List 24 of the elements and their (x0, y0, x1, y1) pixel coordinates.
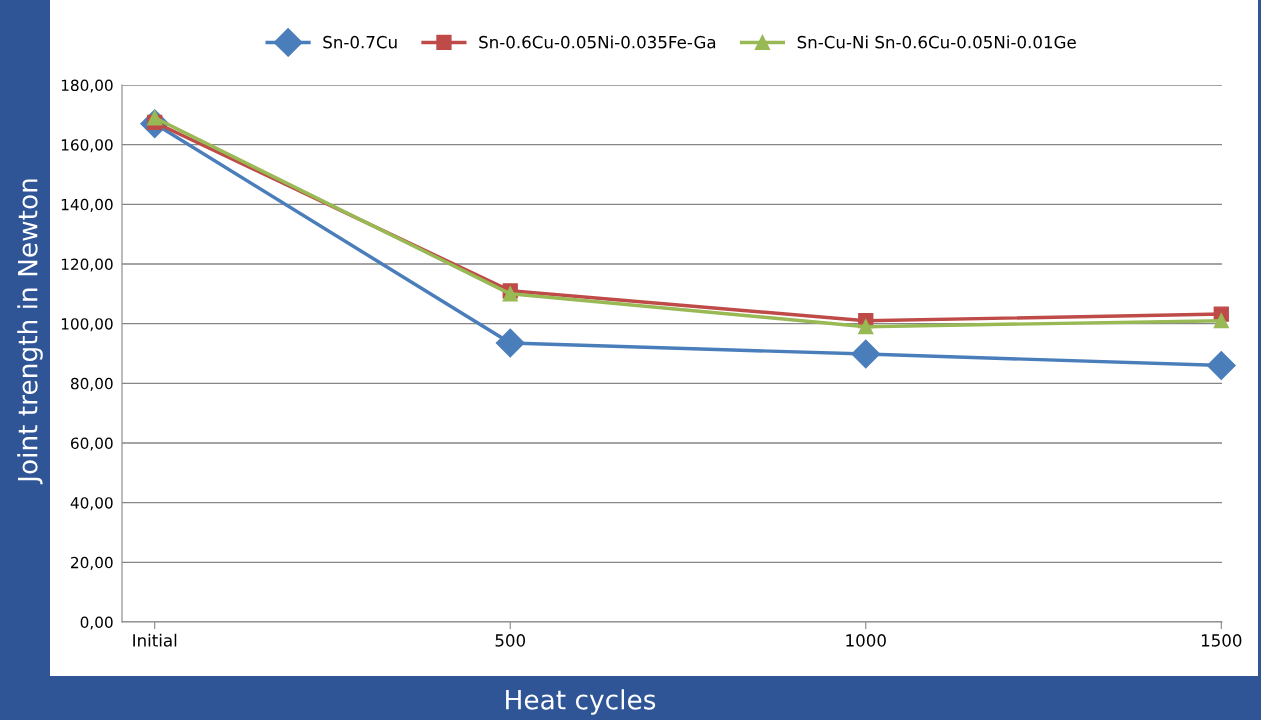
y-tick-label: 160,00 (61, 139, 113, 153)
y-tick-label: 180,00 (61, 79, 113, 93)
y-tick-label: 80,00 (70, 377, 113, 391)
y-tick-label: 60,00 (71, 437, 113, 451)
point (1213, 313, 1229, 329)
x-axis-title: Heat cycles (506, 689, 656, 715)
x-tick-label: 1000 (846, 634, 886, 647)
point (858, 319, 874, 335)
x-tick-label: 500 (495, 634, 526, 647)
point (851, 339, 881, 369)
point (495, 328, 525, 358)
legend-label: Sn-0.7Cu (323, 35, 397, 49)
legend-label: Sn-Cu-Ni Sn-0.6Cu-0.05Ni-0.01Ge (797, 35, 1076, 49)
y-axis-title: Joint trength in Newton (17, 179, 43, 485)
y-tick-label: 100,00 (61, 318, 113, 332)
legend-label: Sn-0.6Cu-0.05Ni-0.035Fe-Ga (479, 35, 716, 49)
y-tick-label: 0,00 (80, 616, 113, 630)
point (1206, 350, 1236, 380)
y-tick-label: 140,00 (61, 198, 113, 212)
y-tick-label: 20,00 (71, 556, 113, 570)
x-tick-label: 1500 (1201, 634, 1242, 647)
y-tick-label: 120,00 (61, 258, 113, 272)
x-tick-label: Initial (133, 633, 177, 647)
y-tick-label: 40,00 (70, 497, 113, 511)
